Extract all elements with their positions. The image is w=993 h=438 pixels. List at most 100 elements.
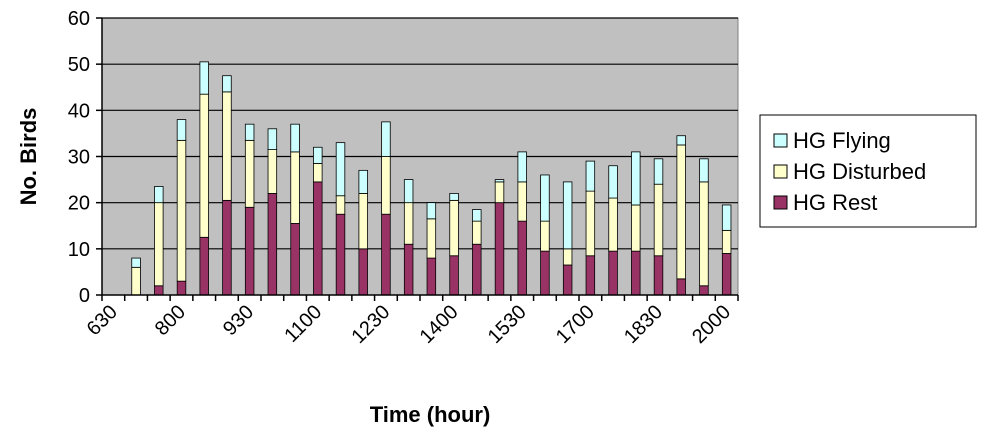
bar-segment (585, 255, 596, 296)
y-tick-label: 20 (68, 193, 90, 215)
bars (131, 61, 732, 296)
bar-segment (449, 199, 459, 257)
bar-segment (403, 243, 414, 296)
bar-segment (403, 179, 414, 204)
bar-segment (517, 151, 527, 183)
bar-segment (222, 75, 232, 93)
y-tick-label: 30 (68, 147, 90, 169)
bar-segment (154, 186, 164, 204)
bar-segment (222, 91, 232, 201)
bar-segment (199, 236, 209, 296)
bar-segment (381, 213, 391, 296)
bar-segment (381, 156, 391, 215)
bar-segment (540, 250, 550, 296)
bar-segment (585, 190, 596, 257)
y-tick-label: 10 (68, 239, 90, 261)
bar-segment (358, 169, 368, 194)
axes (96, 17, 739, 301)
bar-segment (540, 174, 550, 222)
legend-box (759, 114, 977, 228)
bar-segment (358, 193, 368, 250)
bar-segment (721, 204, 732, 231)
bar-segment (494, 179, 505, 183)
bar-segment (699, 181, 709, 287)
bar-segment (335, 142, 346, 197)
bar-segment (176, 139, 187, 282)
y-tick-label: 40 (68, 100, 90, 122)
legend-swatch (773, 164, 788, 179)
bar-segment (585, 160, 596, 192)
bar-segment (154, 285, 164, 296)
bar-segment (403, 202, 414, 245)
bar-segment (267, 193, 278, 296)
bar-segment (699, 158, 709, 183)
bar-segment (608, 197, 618, 252)
bar-segment (676, 135, 686, 146)
y-tick-label: 60 (68, 8, 90, 30)
bar-segment (562, 181, 573, 250)
bar-segment (676, 278, 686, 296)
x-tick-label: 1530 (484, 301, 531, 348)
x-tick-label: 1230 (347, 301, 394, 348)
x-tick-label: 930 (219, 301, 258, 340)
bar-segment (449, 255, 459, 296)
x-tick-label: 1700 (552, 301, 599, 348)
y-tick-label: 50 (68, 54, 90, 76)
bar-segment (562, 264, 573, 296)
bar-segment (449, 193, 459, 201)
bar-segment (631, 250, 641, 296)
legend-label: HG Rest (793, 190, 877, 215)
legend: HG Flying HG Disturbed HG Rest (759, 114, 977, 228)
x-tick-label: 800 (151, 301, 190, 340)
bar-segment (721, 253, 732, 296)
bar-segment (154, 202, 164, 287)
bar-segment (267, 149, 278, 194)
bar-segment (472, 220, 482, 245)
legend-swatch (773, 195, 788, 210)
legend-label: HG Disturbed (793, 159, 926, 184)
bar-segment (426, 202, 437, 220)
bar-segment (335, 195, 346, 215)
bar-segment (494, 181, 505, 204)
bar-segment (244, 123, 255, 141)
bar-segment (131, 257, 141, 268)
bar-segment (540, 220, 550, 252)
bar-segment (426, 257, 437, 296)
bar-segment (313, 146, 323, 164)
bar-segment (176, 119, 187, 141)
x-tick-label: 1100 (280, 301, 326, 347)
bar-segment (199, 61, 209, 95)
y-axis-title: No. Birds (16, 108, 41, 206)
bar-segment (426, 218, 437, 259)
bar-segment (472, 209, 482, 222)
bar-segment (313, 163, 323, 183)
bar-segment (653, 158, 664, 185)
bar-segment (517, 181, 527, 222)
bar-segment (608, 250, 618, 296)
bar-segment (653, 255, 664, 296)
bar-segment (335, 213, 346, 296)
bar-segment (608, 165, 618, 199)
bar-segment (131, 266, 141, 296)
bar-segment (653, 183, 664, 257)
bar-segment (631, 204, 641, 252)
x-tick-label: 1400 (416, 301, 463, 348)
x-tick-label: 2000 (688, 301, 735, 348)
x-axis-title: Time (hour) (370, 402, 491, 427)
bar-segment (313, 181, 323, 296)
bar-segment (517, 220, 527, 296)
bar-segment (222, 199, 232, 296)
bar-segment (358, 248, 368, 296)
bar-segment (562, 248, 573, 266)
bar-segment (699, 285, 709, 296)
bar-segment (290, 123, 300, 153)
bar-segment (631, 151, 641, 206)
bar-segment (199, 93, 209, 238)
bar-segment (721, 229, 732, 254)
bar-segment (176, 280, 187, 296)
bar-segment (494, 202, 505, 296)
y-tick-labels: 0 10 20 30 40 50 60 (68, 8, 90, 307)
bar-segment (290, 151, 300, 224)
bar-segment (290, 223, 300, 296)
